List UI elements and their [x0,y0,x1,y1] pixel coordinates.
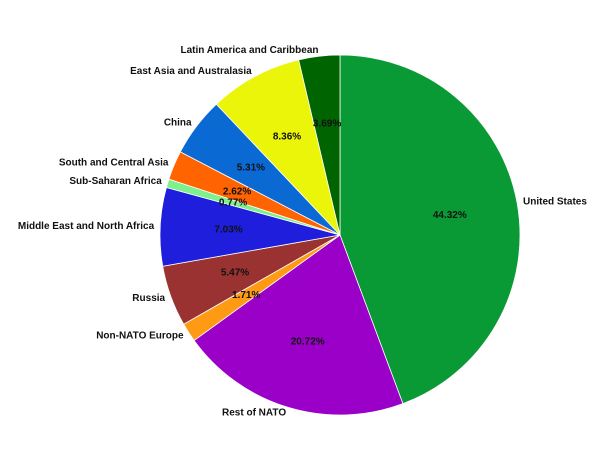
category-label-east-asia-and-australasia: East Asia and Australasia [130,66,252,77]
pct-label-rest-of-nato: 20.72% [291,336,325,347]
category-label-non-nato-europe: Non-NATO Europe [96,330,184,341]
category-label-china: China [164,118,192,129]
pct-label-south-and-central-asia: 2.62% [223,186,251,197]
category-label-latin-america-and-caribbean: Latin America and Caribbean [181,45,319,56]
pie-slice-latin-america-and-caribbean [298,54,341,236]
pct-label-latin-america-and-caribbean: 3.69% [313,119,341,130]
pie-slice-united-states [339,54,521,405]
pct-label-east-asia-and-australasia: 8.36% [273,131,301,142]
category-label-sub-saharan-africa: Sub-Saharan Africa [69,176,162,187]
category-label-south-and-central-asia: South and Central Asia [59,158,169,169]
pie-slice-rest-of-nato [193,234,404,416]
category-label-united-states: United States [523,197,587,208]
category-label-middle-east-and-north-africa: Middle East and North Africa [18,221,155,232]
pct-label-united-states: 44.32% [433,210,467,221]
pct-label-russia: 5.47% [221,268,249,279]
pie-labels: 44.32% United States 20.72% Rest of NATO 1.7… [18,45,587,419]
pct-label-china: 5.31% [237,162,265,173]
pct-label-sub-saharan-africa: 0.77% [219,198,247,209]
pct-label-non-nato-europe: 1.71% [232,290,260,301]
pie-slices [159,54,521,416]
category-label-russia: Russia [132,293,165,304]
pie-slice-east-asia-and-australasia [215,59,341,237]
pct-label-middle-east-and-north-africa: 7.03% [214,224,242,235]
category-label-rest-of-nato: Rest of NATO [222,408,286,419]
